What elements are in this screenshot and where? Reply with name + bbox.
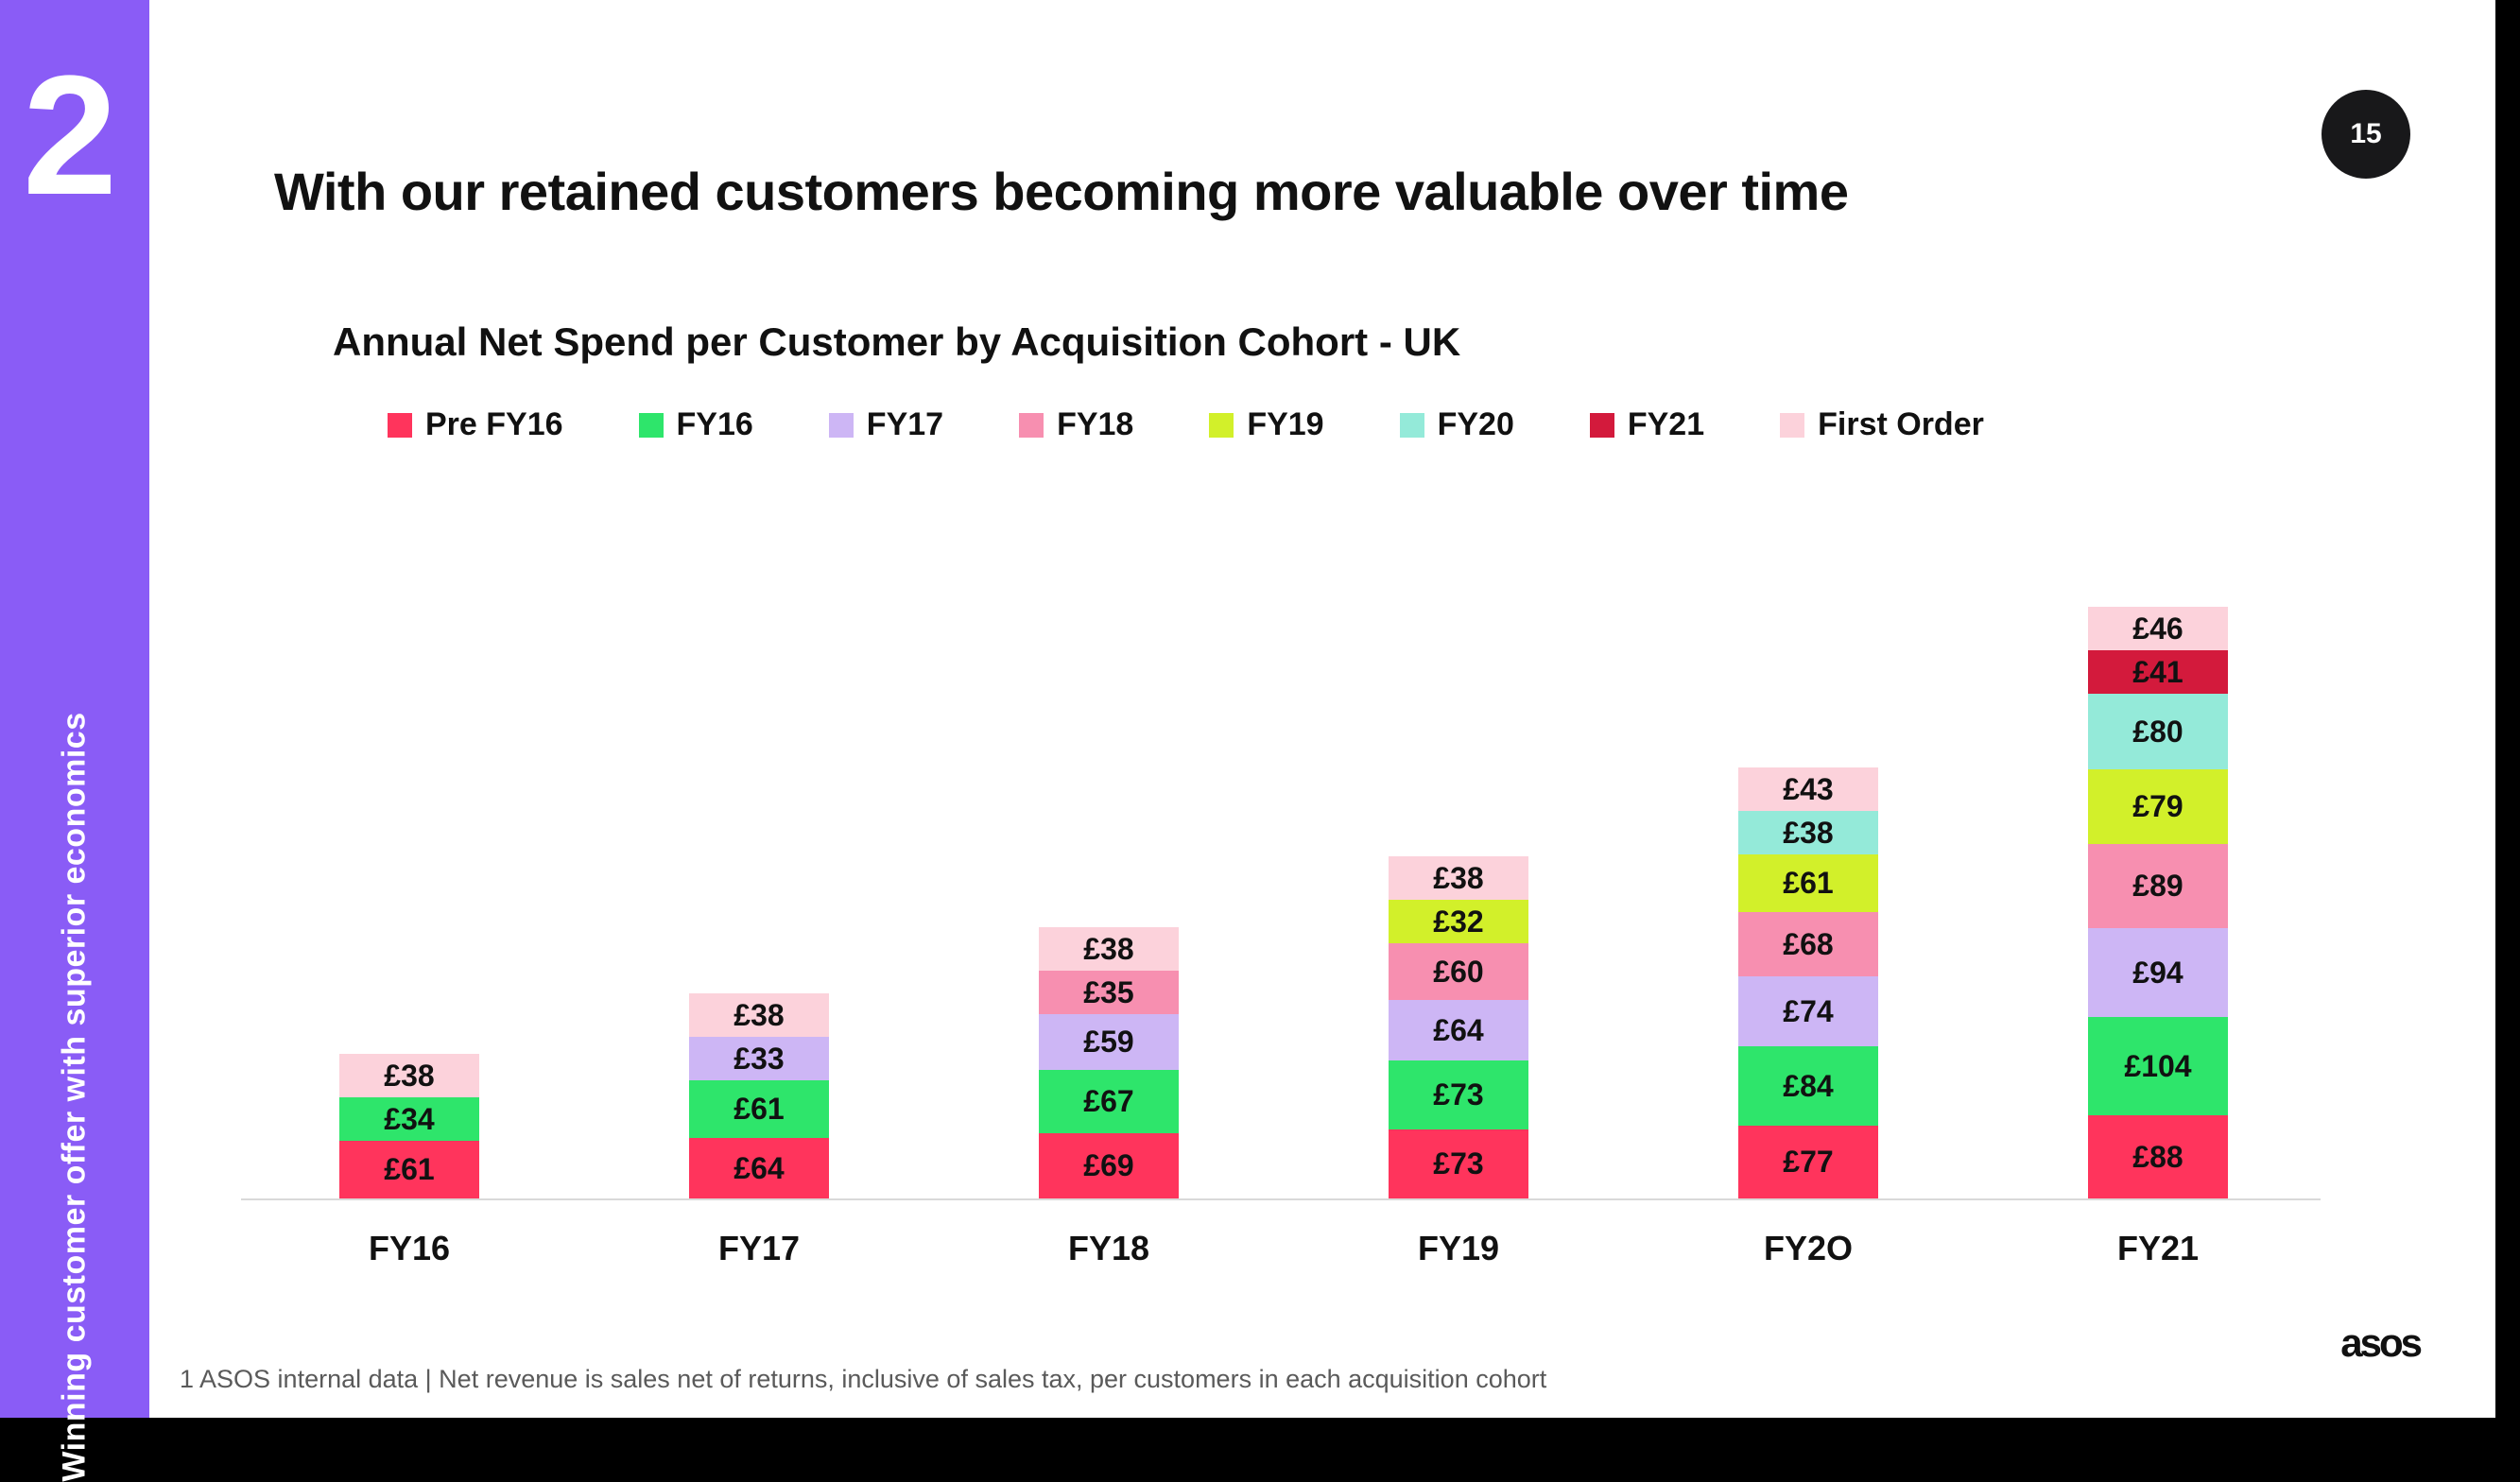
bar-segment: £34 [339,1097,479,1141]
legend-swatch [1019,413,1044,438]
bar-segment: £77 [1738,1126,1878,1198]
legend-label: FY20 [1438,406,1514,443]
bar-segment: £43 [1738,767,1878,811]
legend-item: FY17 [829,406,943,443]
page-number: 15 [2350,118,2381,150]
legend-swatch [1590,413,1614,438]
legend-label: FY18 [1057,406,1133,443]
bar-segment: £46 [2088,607,2228,650]
bar-segment: £69 [1039,1133,1179,1198]
legend-label: First Order [1818,406,1984,443]
slide-title: With our retained customers becoming mor… [274,161,1848,222]
legend-label: FY16 [677,406,753,443]
legend-item: FY20 [1400,406,1514,443]
bar-segment: £61 [339,1141,479,1198]
bar-column: £73£73£64£60£32£38 [1389,856,1528,1198]
bar-segment: £38 [1389,856,1528,900]
bar-segment: £73 [1389,1060,1528,1129]
legend-swatch [1400,413,1424,438]
legend-item: FY16 [639,406,753,443]
legend-swatch [829,413,854,438]
bar-segment: £61 [689,1080,829,1138]
bar-segment: £88 [2088,1115,2228,1198]
bar-segment: £64 [689,1138,829,1198]
legend-label: FY19 [1247,406,1323,443]
right-black-rail [2495,0,2520,1418]
brand-logo: asos [2340,1320,2420,1366]
legend-swatch [639,413,664,438]
x-axis-label: FY16 [369,1229,450,1268]
footnote: 1 ASOS internal data | Net revenue is sa… [180,1365,1546,1394]
section-sidebar: 2 Winning customer offer with superior e… [0,0,149,1418]
bar-column: £88£104£94£89£79£80£41£46 [2088,607,2228,1198]
bar-segment: £104 [2088,1017,2228,1115]
x-axis-label: FY17 [718,1229,800,1268]
legend-swatch [1209,413,1234,438]
chart-subtitle: Annual Net Spend per Customer by Acquisi… [333,319,1460,365]
legend-label: FY21 [1628,406,1704,443]
bar-segment: £60 [1389,943,1528,1000]
legend-item: FY21 [1590,406,1704,443]
bar-segment: £64 [1389,1000,1528,1060]
sidebar-label: Winning customer offer with superior eco… [57,712,94,1481]
page-number-badge: 15 [2322,90,2410,179]
slide: 2 Winning customer offer with superior e… [0,0,2495,1418]
legend-item: FY18 [1019,406,1133,443]
bar-segment: £61 [1738,854,1878,912]
bar-segment: £35 [1039,971,1179,1014]
bar-segment: £84 [1738,1046,1878,1126]
bar-column: £69£67£59£35£38 [1039,927,1179,1198]
chart-legend: Pre FY16 FY16 FY17 FY18 FY19 FY20 FY21 First Or… [388,406,1984,443]
legend-item: Pre FY16 [388,406,563,443]
chart-x-axis: FY16 FY17 FY18 FY19 FY2O FY21 [241,1229,2321,1285]
x-axis-label: FY2O [1764,1229,1853,1268]
bar-segment: £59 [1039,1014,1179,1070]
bar-segment: £41 [2088,650,2228,694]
bar-segment: £79 [2088,769,2228,844]
stacked-bar-chart: £61£34£38£64£61£33£38£69£67£59£35£38£73£… [241,520,2321,1200]
bar-segment: £67 [1039,1070,1179,1133]
section-number: 2 [23,51,112,221]
x-axis-label: FY19 [1418,1229,1499,1268]
bar-segment: £89 [2088,844,2228,928]
bar-segment: £38 [1039,927,1179,971]
bar-column: £61£34£38 [339,1054,479,1198]
bar-segment: £38 [339,1054,479,1097]
bar-segment: £94 [2088,928,2228,1017]
legend-swatch [388,413,412,438]
bar-segment: £38 [1738,811,1878,854]
bar-column: £64£61£33£38 [689,993,829,1198]
bar-segment: £74 [1738,976,1878,1046]
legend-swatch [1780,413,1804,438]
bar-segment: £73 [1389,1129,1528,1198]
legend-label: FY17 [867,406,943,443]
bar-segment: £32 [1389,900,1528,943]
legend-label: Pre FY16 [425,406,563,443]
bar-segment: £33 [689,1037,829,1080]
bar-segment: £38 [689,993,829,1037]
x-axis-label: FY18 [1068,1229,1149,1268]
bar-column: £77£84£74£68£61£38£43 [1738,767,1878,1198]
legend-item: FY19 [1209,406,1323,443]
legend-item: First Order [1780,406,1984,443]
bar-segment: £68 [1738,912,1878,976]
bar-segment: £80 [2088,694,2228,769]
x-axis-label: FY21 [2117,1229,2199,1268]
